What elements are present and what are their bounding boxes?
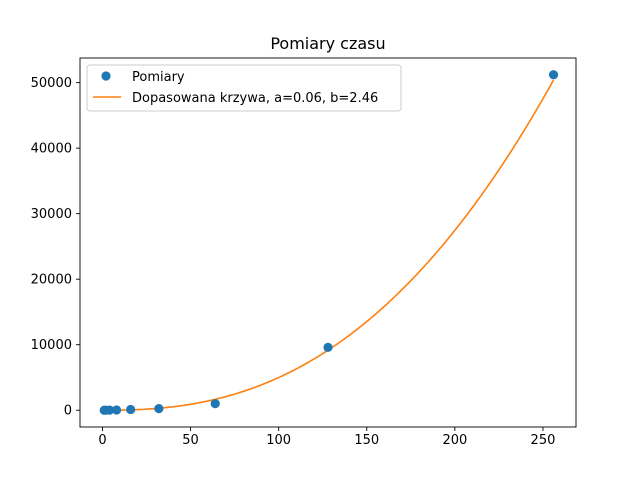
y-tick-label: 40000 xyxy=(31,142,72,157)
x-tick-label: 200 xyxy=(442,433,467,448)
x-tick-label: 250 xyxy=(531,433,556,448)
x-tick-label: 50 xyxy=(182,433,199,448)
data-point xyxy=(323,342,333,352)
legend-label-pomiary: Pomiary xyxy=(132,70,185,85)
y-tick-label: 10000 xyxy=(31,338,72,353)
data-point xyxy=(548,70,559,80)
x-tick-label: 150 xyxy=(354,433,379,448)
x-tick-label: 100 xyxy=(266,433,291,448)
legend-box xyxy=(86,64,402,112)
plot-area xyxy=(99,70,559,415)
y-tick-label: 30000 xyxy=(31,207,72,222)
x-tick-label: 0 xyxy=(98,433,106,448)
data-point xyxy=(154,403,164,414)
data-point xyxy=(210,399,220,409)
legend: Pomiary Dopasowana krzywa, a=0.06, b=2.46 xyxy=(86,64,402,112)
legend-marker-pomiary xyxy=(101,71,111,81)
legend-label-curve: Dopasowana krzywa, a=0.06, b=2.46 xyxy=(132,91,378,106)
data-point xyxy=(126,404,136,415)
data-point xyxy=(104,405,115,415)
data-point xyxy=(111,405,122,415)
y-tick-label: 50000 xyxy=(31,76,72,91)
y-tick-label: 0 xyxy=(64,404,72,419)
chart-title: Pomiary czasu xyxy=(270,34,385,53)
y-tick-label: 20000 xyxy=(31,273,72,288)
axes: 0 50 100 150 200 250 0 10000 20000 30000 40000 5000… xyxy=(31,57,577,448)
axes-frame xyxy=(79,57,577,428)
